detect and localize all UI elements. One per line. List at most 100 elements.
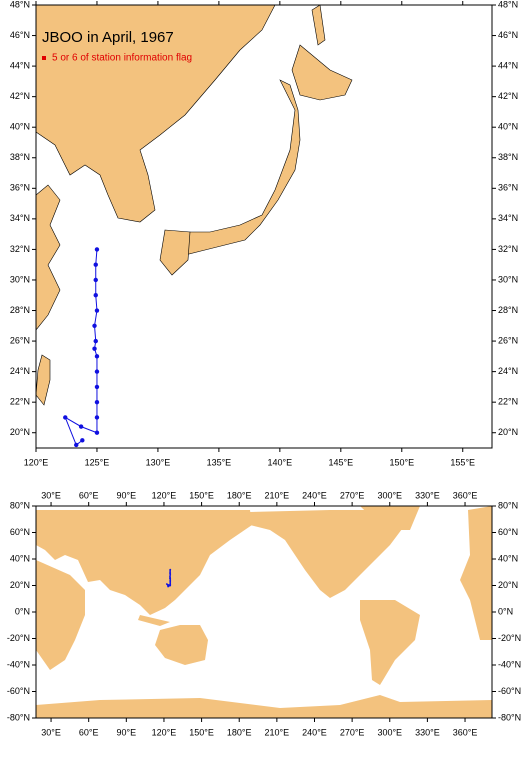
track-point — [169, 568, 172, 571]
x-tick-label: 270°E — [340, 490, 365, 500]
y-tick-label: 40°N — [10, 122, 30, 132]
y-tick-label: 80°N — [498, 500, 518, 510]
x-tick-label: 90°E — [117, 490, 137, 500]
track-point — [169, 577, 172, 580]
track-point — [169, 579, 172, 582]
track-point — [169, 583, 172, 586]
y-tick-label: 48°N — [10, 0, 30, 9]
track-point — [74, 442, 79, 448]
x-tick-label: 60°E — [79, 490, 99, 500]
y-tick-label: 26°N — [498, 335, 518, 345]
y-tick-label: 20°N — [10, 427, 30, 437]
x-tick-label: 210°E — [265, 727, 290, 737]
track-point — [169, 575, 171, 578]
x-tick-label: 150°E — [189, 727, 214, 737]
y-tick-label: 44°N — [10, 60, 30, 70]
x-tick-label: 140°E — [268, 457, 293, 467]
track-point — [78, 424, 84, 429]
y-tick-label: 40°N — [498, 122, 518, 132]
y-tick-label: 30°N — [498, 274, 518, 284]
x-tick-label: 300°E — [377, 727, 402, 737]
track-point — [80, 438, 85, 443]
y-tick-label: -40°N — [498, 659, 521, 669]
y-tick-label: 38°N — [498, 152, 518, 162]
y-tick-label: 36°N — [10, 183, 30, 193]
y-tick-label: 26°N — [10, 335, 30, 345]
y-tick-label: 38°N — [10, 152, 30, 162]
y-tick-label: 42°N — [498, 91, 518, 101]
track-point — [92, 346, 97, 351]
x-tick-label: 360°E — [453, 727, 478, 737]
track-point — [169, 571, 172, 574]
track-point — [94, 415, 100, 420]
x-tick-label: 125°E — [85, 457, 110, 467]
y-tick-label: 24°N — [10, 366, 30, 376]
y-tick-label: 24°N — [498, 366, 518, 376]
y-tick-label: -60°N — [7, 686, 30, 696]
track-point — [169, 581, 172, 584]
track-point — [94, 354, 100, 359]
y-tick-label: 30°N — [10, 274, 30, 284]
x-tick-label: 145°E — [329, 457, 354, 467]
track-point — [93, 338, 98, 344]
y-tick-label: 32°N — [498, 244, 518, 254]
y-tick-label: 44°N — [498, 60, 518, 70]
y-tick-label: 20°N — [10, 580, 30, 590]
legend-marker — [42, 56, 46, 60]
y-tick-label: 60°N — [498, 527, 518, 537]
x-tick-label: 210°E — [265, 490, 290, 500]
y-tick-label: 20°N — [498, 427, 518, 437]
x-tick-label: 330°E — [415, 727, 440, 737]
x-tick-label: 240°E — [302, 490, 327, 500]
y-tick-label: 20°N — [498, 580, 518, 590]
y-tick-label: 22°N — [498, 397, 518, 407]
x-tick-label: 150°E — [189, 490, 214, 500]
track-point — [169, 580, 172, 583]
track-point — [94, 384, 100, 390]
track-point — [167, 585, 170, 588]
y-tick-label: 40°N — [498, 553, 518, 563]
y-tick-label: -80°N — [7, 712, 30, 722]
track-point — [94, 399, 100, 405]
x-tick-label: 155°E — [450, 457, 475, 467]
y-tick-label: 36°N — [498, 183, 518, 193]
legend-label: 5 or 6 of station information flag — [52, 53, 192, 64]
y-tick-label: 0°N — [498, 606, 513, 616]
track-line — [64, 249, 98, 446]
land-top — [36, 5, 353, 406]
y-tick-label: -40°N — [7, 659, 30, 669]
track-point — [94, 430, 100, 435]
land-world — [36, 506, 492, 718]
y-tick-label: 22°N — [10, 397, 30, 407]
y-tick-label: 80°N — [10, 500, 30, 510]
y-tick-label: 34°N — [498, 213, 518, 223]
track-point — [94, 308, 100, 313]
x-tick-label: 90°E — [117, 727, 137, 737]
x-tick-label: 270°E — [340, 727, 365, 737]
x-tick-label: 30°E — [41, 727, 61, 737]
y-tick-label: 46°N — [498, 30, 518, 40]
track-point — [93, 262, 98, 267]
y-tick-label: -20°N — [7, 633, 30, 643]
track — [63, 247, 100, 448]
x-tick-label: 130°E — [146, 457, 171, 467]
x-tick-label: 240°E — [302, 727, 327, 737]
y-tick-label: 46°N — [10, 30, 30, 40]
track-point — [94, 247, 100, 252]
x-tick-label: 120°E — [24, 457, 49, 467]
y-tick-label: -60°N — [498, 686, 521, 696]
x-tick-label: 360°E — [453, 490, 478, 500]
y-tick-label: 48°N — [498, 0, 518, 9]
y-tick-label: -20°N — [498, 633, 521, 643]
x-tick-label: 135°E — [207, 457, 232, 467]
track-point — [94, 369, 100, 374]
y-tick-label: 28°N — [10, 305, 30, 315]
y-tick-label: 0°N — [15, 606, 30, 616]
y-tick-label: 60°N — [10, 527, 30, 537]
x-tick-label: 150°E — [389, 457, 414, 467]
x-tick-label: 60°E — [79, 727, 99, 737]
track-point — [92, 323, 97, 328]
y-tick-label: 28°N — [498, 305, 518, 315]
